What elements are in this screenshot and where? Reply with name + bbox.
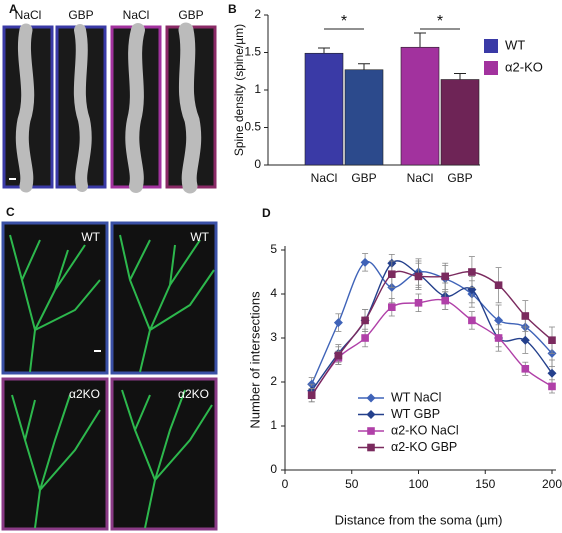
marker — [441, 296, 449, 305]
y-axis-label: Number of intersections — [247, 291, 262, 429]
y-tick-label: 0 — [270, 462, 277, 476]
marker — [360, 257, 370, 267]
series-line — [311, 260, 553, 385]
legend-label: WT — [505, 37, 525, 52]
marker — [468, 268, 476, 276]
y-tick-label: 1.5 — [244, 45, 261, 59]
image-label: WT — [190, 230, 209, 244]
marker — [520, 335, 530, 345]
y-tick-label: 4 — [270, 286, 277, 300]
marker — [468, 316, 476, 325]
marker — [494, 281, 503, 289]
scale-bar — [9, 178, 16, 180]
x-tick-label: 150 — [475, 477, 495, 491]
legend-label: WT GBP — [391, 407, 440, 421]
x-tick-label: NaCl — [311, 171, 338, 185]
marker — [307, 391, 316, 399]
y-tick-label: 1 — [270, 418, 277, 432]
bar — [440, 79, 480, 166]
y-axis-label: Spine density (spine/µm) — [232, 24, 246, 156]
image-label: GBP — [68, 8, 93, 22]
marker — [388, 270, 396, 278]
y-tick-label: 2 — [270, 374, 277, 388]
bar — [344, 69, 384, 166]
legend-marker — [366, 393, 376, 403]
y-tick-label: 3 — [270, 330, 277, 344]
micrograph — [110, 377, 218, 531]
image-label: α2KO — [69, 387, 100, 401]
dendrite — [73, 24, 92, 192]
x-tick-label: GBP — [447, 171, 472, 185]
x-tick-label: 100 — [408, 477, 428, 491]
marker — [388, 303, 396, 311]
panel-label: D — [262, 206, 271, 220]
legend-label: α2-KO NaCl — [391, 423, 459, 437]
series-line — [311, 270, 553, 396]
bar — [400, 46, 440, 166]
dendrite — [178, 22, 202, 194]
micrograph — [1, 377, 109, 531]
legend-marker — [366, 410, 376, 419]
panel-label: C — [6, 205, 15, 219]
panel-label: A — [9, 2, 18, 16]
y-tick-label: 1 — [254, 82, 261, 96]
x-tick-label: NaCl — [407, 171, 434, 185]
x-axis-label: Distance from the soma (µm) — [335, 512, 503, 527]
neuron — [9, 234, 101, 373]
image-label: GBP — [178, 8, 203, 22]
legend-swatch — [484, 61, 498, 75]
marker — [414, 272, 423, 281]
y-tick-label: 5 — [270, 242, 277, 256]
series-line — [311, 260, 553, 392]
series-line — [311, 298, 553, 396]
marker — [548, 382, 556, 391]
marker — [333, 318, 343, 328]
marker — [547, 368, 557, 378]
y-tick-label: 2 — [254, 7, 261, 21]
legend-label: WT NaCl — [391, 390, 441, 404]
panel-label: B — [228, 2, 237, 16]
neuron — [119, 234, 215, 373]
image-label: WT — [81, 230, 100, 244]
significance-label: * — [341, 13, 347, 30]
x-tick-label: 0 — [282, 477, 289, 491]
legend-marker — [367, 443, 375, 452]
legend-swatch — [484, 39, 498, 53]
marker — [494, 315, 504, 325]
significance-label: * — [437, 13, 443, 30]
marker — [361, 316, 369, 325]
dendrite — [15, 23, 35, 193]
marker — [494, 334, 503, 342]
panel-c-images — [1, 221, 218, 531]
neuron — [121, 389, 213, 529]
image-label: NaCl — [15, 8, 42, 22]
scale-bar — [94, 350, 101, 352]
x-tick-label: GBP — [351, 171, 376, 185]
marker — [521, 365, 530, 373]
marker — [361, 334, 369, 342]
marker — [414, 299, 423, 307]
marker — [521, 312, 530, 320]
dendrite — [125, 23, 145, 193]
neuron — [11, 394, 101, 529]
y-tick-label: 0 — [254, 157, 261, 171]
marker — [334, 351, 343, 360]
panel-a-images — [2, 22, 217, 194]
bar — [304, 52, 344, 166]
image-label: α2KO — [178, 387, 209, 401]
legend-label: α2-KO — [505, 59, 543, 74]
image-label: NaCl — [123, 8, 150, 22]
legend-label: α2-KO GBP — [391, 440, 457, 454]
micrograph — [1, 221, 109, 375]
x-tick-label: 200 — [542, 477, 562, 491]
x-tick-label: 50 — [345, 477, 359, 491]
legend-marker — [367, 427, 375, 435]
marker — [441, 272, 449, 281]
y-tick-label: 0.5 — [244, 120, 261, 134]
marker — [548, 336, 556, 344]
